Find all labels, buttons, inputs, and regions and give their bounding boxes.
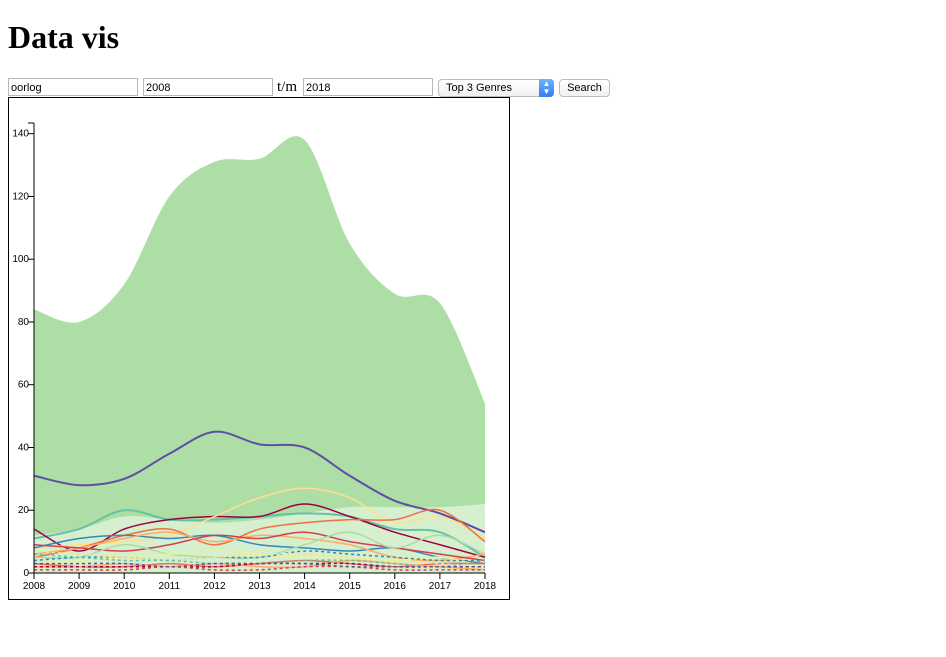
- query-input[interactable]: [8, 78, 138, 96]
- mode-select[interactable]: Top 3 Genres ▲ ▼: [438, 79, 554, 97]
- line-series-2: [33, 430, 486, 534]
- y-tick-label: 40: [18, 442, 30, 453]
- x-tick-label: 2012: [203, 581, 226, 592]
- x-tick-label: 2017: [429, 581, 452, 592]
- y-tick-label: 80: [18, 317, 30, 328]
- x-tick-label: 2008: [23, 581, 46, 592]
- line-series-19: [34, 562, 485, 568]
- select-arrows-icon: ▲ ▼: [539, 79, 554, 97]
- range-separator: t/m: [277, 79, 298, 95]
- line-series-5: [33, 487, 486, 549]
- genre-chart: 0 20 40 60 80 100 120 140 2008 2009 2010 2011 2012 20…: [12, 122, 497, 592]
- y-tick-label: 20: [18, 505, 30, 516]
- y-tick-label: 120: [12, 191, 29, 202]
- chart-container: 0 20 40 60 80 100 120 140 2008 2009 2010 2011 2012 20…: [8, 97, 510, 600]
- y-tick-label: 0: [23, 568, 29, 579]
- line-series-16: [33, 553, 486, 568]
- y-tick-label: 100: [12, 254, 29, 265]
- x-tick-label: 2015: [339, 581, 362, 592]
- x-tick-label: 2016: [384, 581, 407, 592]
- line-series-6: [33, 508, 486, 559]
- mode-select-value: Top 3 Genres: [446, 82, 513, 94]
- x-tick-label: 2018: [474, 581, 497, 592]
- line-series-10: [33, 531, 486, 560]
- x-tick-label: 2014: [293, 581, 316, 592]
- line-series-18: [34, 565, 485, 572]
- x-tick-label: 2009: [68, 581, 91, 592]
- search-button[interactable]: Search: [559, 79, 610, 97]
- year-to-input[interactable]: [303, 78, 433, 96]
- x-tick-label: 2013: [248, 581, 271, 592]
- page-title: Data vis: [8, 19, 120, 55]
- area-series-0: [34, 136, 485, 573]
- y-tick-label: 60: [18, 380, 30, 391]
- year-from-input[interactable]: [143, 78, 273, 96]
- line-series-15: [33, 550, 486, 568]
- x-tick-label: 2011: [159, 581, 181, 592]
- y-tick-label: 140: [12, 129, 29, 140]
- line-series-11: [33, 550, 486, 568]
- x-tick-label: 2010: [113, 581, 136, 592]
- line-series-9: [33, 531, 486, 562]
